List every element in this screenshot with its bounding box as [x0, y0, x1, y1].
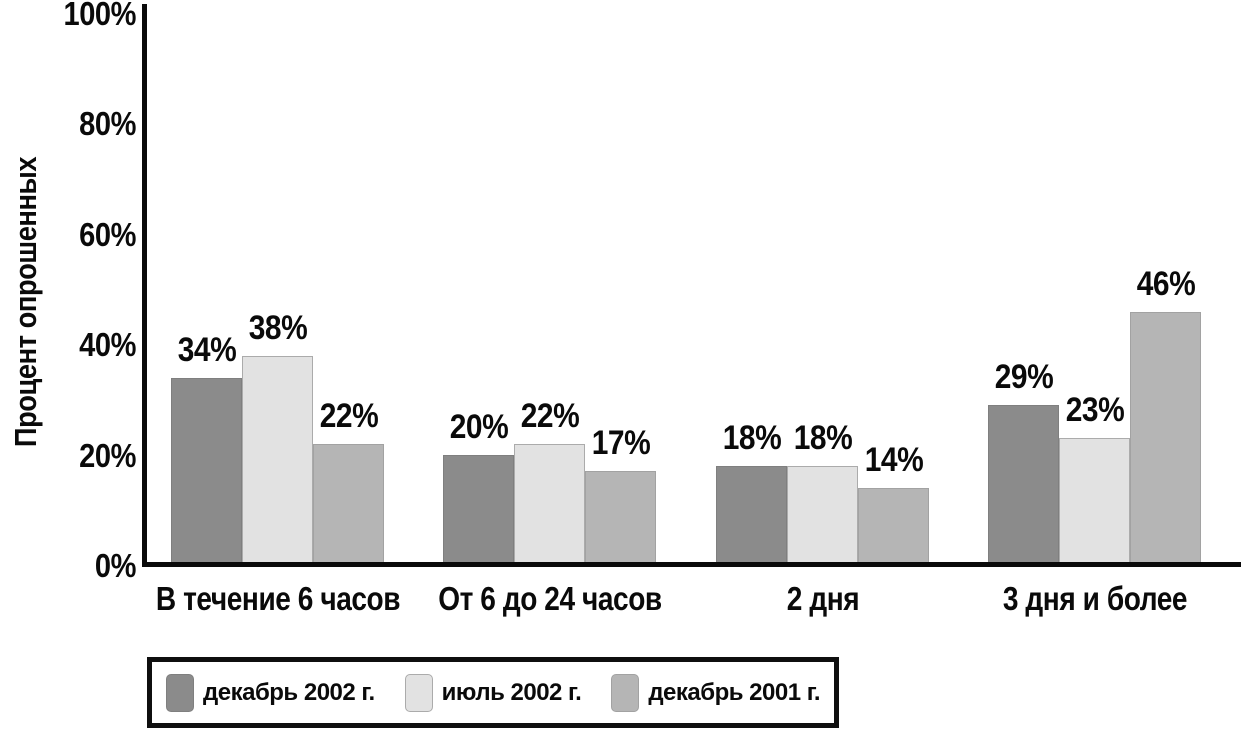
category-label: 2 дня — [786, 580, 859, 617]
legend-item: июль 2002 г. — [404, 673, 582, 712]
bar-value-label: 22% — [319, 397, 378, 435]
bar-value-label: 17% — [591, 424, 650, 462]
legend-item: декабрь 2001 г. — [611, 673, 820, 712]
bar-2-2 — [514, 444, 585, 565]
bar-value-label: 20% — [449, 408, 508, 446]
legend-item: декабрь 2002 г. — [166, 673, 375, 712]
legend-label: июль 2002 г. — [441, 678, 582, 706]
legend-swatch — [166, 673, 194, 712]
bar-value-label: 18% — [722, 419, 781, 457]
y-tick-label: 20% — [79, 436, 136, 474]
bar-3-3 — [858, 488, 929, 565]
legend-swatch — [611, 673, 640, 712]
y-tick-label: 40% — [79, 326, 136, 364]
bar-3-2 — [585, 471, 656, 565]
bar-1-1 — [171, 378, 242, 565]
bar-value-label: 23% — [1065, 391, 1124, 429]
category-label: От 6 до 24 часов — [437, 580, 662, 617]
bar-value-label: 46% — [1136, 265, 1195, 303]
bar-1-3 — [716, 466, 787, 565]
legend-label: декабрь 2001 г. — [648, 678, 820, 706]
bar-value-label: 18% — [793, 419, 852, 457]
y-tick-label: 0% — [94, 547, 137, 584]
y-tick-label: 60% — [79, 215, 136, 253]
y-tick-label: 100% — [63, 0, 137, 32]
y-tick-label: 80% — [79, 105, 136, 143]
legend: декабрь 2002 г. июль 2002 г. декабрь 2001 … — [147, 657, 839, 728]
legend-swatch — [404, 673, 433, 712]
y-axis-line — [142, 4, 147, 567]
bar-1-4 — [988, 405, 1059, 565]
bar-2-4 — [1059, 438, 1130, 565]
legend-label: декабрь 2002 г. — [203, 678, 375, 706]
category-label: В течение 6 часов — [155, 580, 400, 617]
x-axis-line — [142, 562, 1241, 567]
bar-value-label: 29% — [994, 358, 1053, 396]
bar-3-1 — [313, 444, 384, 565]
bar-1-2 — [443, 455, 514, 565]
bar-value-label: 22% — [520, 397, 579, 435]
bar-value-label: 34% — [177, 331, 236, 369]
category-label: 3 дня и более — [1002, 580, 1187, 617]
bar-value-label: 14% — [864, 441, 923, 479]
bar-3-4 — [1130, 312, 1201, 565]
bar-2-1 — [242, 356, 313, 565]
bar-value-label: 38% — [248, 309, 307, 347]
bar-2-3 — [787, 466, 858, 565]
y-axis-title: Процент опрошенных — [8, 156, 43, 448]
